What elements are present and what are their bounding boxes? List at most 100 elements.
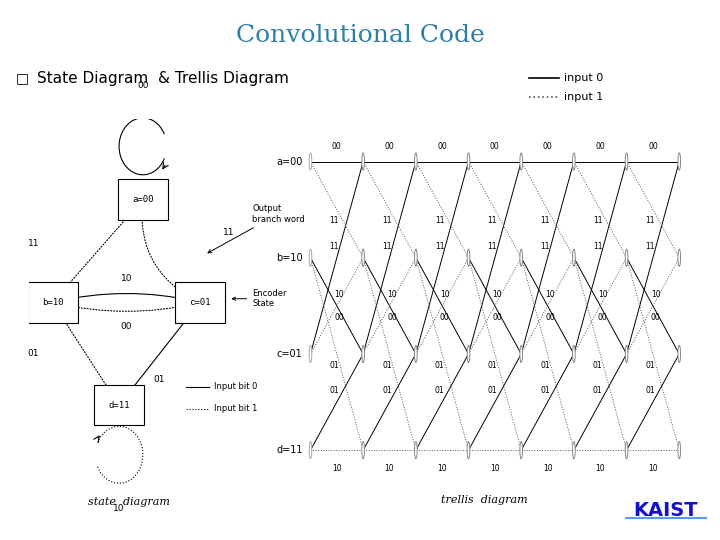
Text: 10: 10 — [543, 464, 552, 473]
Text: Convolutional Code: Convolutional Code — [235, 24, 485, 46]
FancyBboxPatch shape — [94, 385, 144, 426]
Text: 11: 11 — [540, 242, 549, 251]
Text: 01: 01 — [487, 386, 497, 395]
Text: 01: 01 — [435, 386, 444, 395]
FancyBboxPatch shape — [27, 282, 78, 322]
Text: 00: 00 — [490, 142, 500, 151]
Text: 10: 10 — [384, 464, 395, 473]
Text: d=11: d=11 — [276, 445, 302, 455]
Circle shape — [362, 249, 364, 266]
Text: □: □ — [16, 71, 29, 85]
Text: 01: 01 — [645, 386, 655, 395]
Text: KAIST: KAIST — [634, 501, 698, 520]
Text: c=01: c=01 — [189, 298, 211, 307]
Text: input 0: input 0 — [564, 73, 603, 83]
Text: 01: 01 — [593, 361, 603, 370]
Circle shape — [467, 442, 470, 459]
Text: 01: 01 — [382, 386, 392, 395]
Circle shape — [520, 346, 523, 362]
Text: 00: 00 — [651, 313, 660, 322]
Text: 10: 10 — [492, 290, 503, 299]
Text: b=10: b=10 — [42, 298, 63, 307]
Text: 01: 01 — [487, 361, 497, 370]
Text: 00: 00 — [545, 313, 555, 322]
Circle shape — [415, 346, 417, 362]
Text: 01: 01 — [435, 361, 444, 370]
Text: 10: 10 — [595, 464, 605, 473]
Text: 00: 00 — [387, 313, 397, 322]
Text: 00: 00 — [543, 142, 552, 151]
Circle shape — [467, 153, 470, 170]
Circle shape — [415, 249, 417, 266]
Text: input 1: input 1 — [564, 92, 603, 102]
Circle shape — [309, 442, 312, 459]
Text: 00: 00 — [595, 142, 605, 151]
Text: trellis  diagram: trellis diagram — [441, 495, 528, 505]
Text: 11: 11 — [435, 217, 444, 226]
Circle shape — [625, 346, 628, 362]
Text: 10: 10 — [598, 290, 608, 299]
Text: 01: 01 — [28, 349, 40, 359]
Circle shape — [572, 346, 575, 362]
FancyArrowPatch shape — [55, 294, 196, 302]
Text: 11: 11 — [382, 217, 392, 226]
Text: d=11: d=11 — [108, 401, 130, 410]
Text: a=00: a=00 — [132, 195, 153, 204]
Circle shape — [678, 442, 680, 459]
Circle shape — [362, 442, 364, 459]
Text: 00: 00 — [598, 313, 608, 322]
Text: 01: 01 — [329, 361, 339, 370]
Circle shape — [362, 153, 364, 170]
FancyBboxPatch shape — [175, 282, 225, 322]
Text: 00: 00 — [120, 322, 132, 331]
Text: 11: 11 — [646, 242, 655, 251]
Text: 10: 10 — [545, 290, 555, 299]
Text: 11: 11 — [540, 217, 549, 226]
Text: 10: 10 — [387, 290, 397, 299]
Circle shape — [625, 153, 628, 170]
Circle shape — [520, 442, 523, 459]
Text: 10: 10 — [113, 503, 125, 512]
Text: 10: 10 — [332, 464, 341, 473]
Text: 11: 11 — [487, 217, 497, 226]
Circle shape — [309, 249, 312, 266]
Text: Input bit 1: Input bit 1 — [214, 404, 258, 414]
Text: 10: 10 — [651, 290, 660, 299]
Circle shape — [520, 249, 523, 266]
Text: 00: 00 — [492, 313, 503, 322]
Text: a=00: a=00 — [276, 157, 302, 166]
Text: 01: 01 — [645, 361, 655, 370]
Text: 00: 00 — [137, 81, 148, 90]
Text: 11: 11 — [593, 242, 603, 251]
Text: 01: 01 — [540, 386, 550, 395]
Text: 01: 01 — [329, 386, 339, 395]
Text: 10: 10 — [440, 290, 449, 299]
Circle shape — [467, 249, 470, 266]
Circle shape — [678, 346, 680, 362]
Text: 00: 00 — [437, 142, 447, 151]
Text: 01: 01 — [540, 361, 550, 370]
Text: Input bit 0: Input bit 0 — [214, 382, 258, 392]
Text: 10: 10 — [490, 464, 500, 473]
Circle shape — [467, 346, 470, 362]
Text: State Diagram  & Trellis Diagram: State Diagram & Trellis Diagram — [37, 71, 289, 86]
Text: 11: 11 — [487, 242, 497, 251]
Circle shape — [678, 153, 680, 170]
Text: 00: 00 — [648, 142, 658, 151]
Circle shape — [572, 249, 575, 266]
FancyArrowPatch shape — [55, 202, 140, 300]
Text: 10: 10 — [120, 274, 132, 283]
FancyBboxPatch shape — [118, 179, 168, 220]
Circle shape — [362, 346, 364, 362]
Circle shape — [625, 442, 628, 459]
Text: 11: 11 — [382, 242, 392, 251]
Text: 11: 11 — [330, 242, 339, 251]
Text: 11: 11 — [222, 228, 234, 237]
Circle shape — [678, 249, 680, 266]
Text: 01: 01 — [593, 386, 603, 395]
Circle shape — [520, 153, 523, 170]
Text: 11: 11 — [330, 217, 339, 226]
Circle shape — [309, 153, 312, 170]
Text: 10: 10 — [648, 464, 658, 473]
Circle shape — [309, 346, 312, 362]
